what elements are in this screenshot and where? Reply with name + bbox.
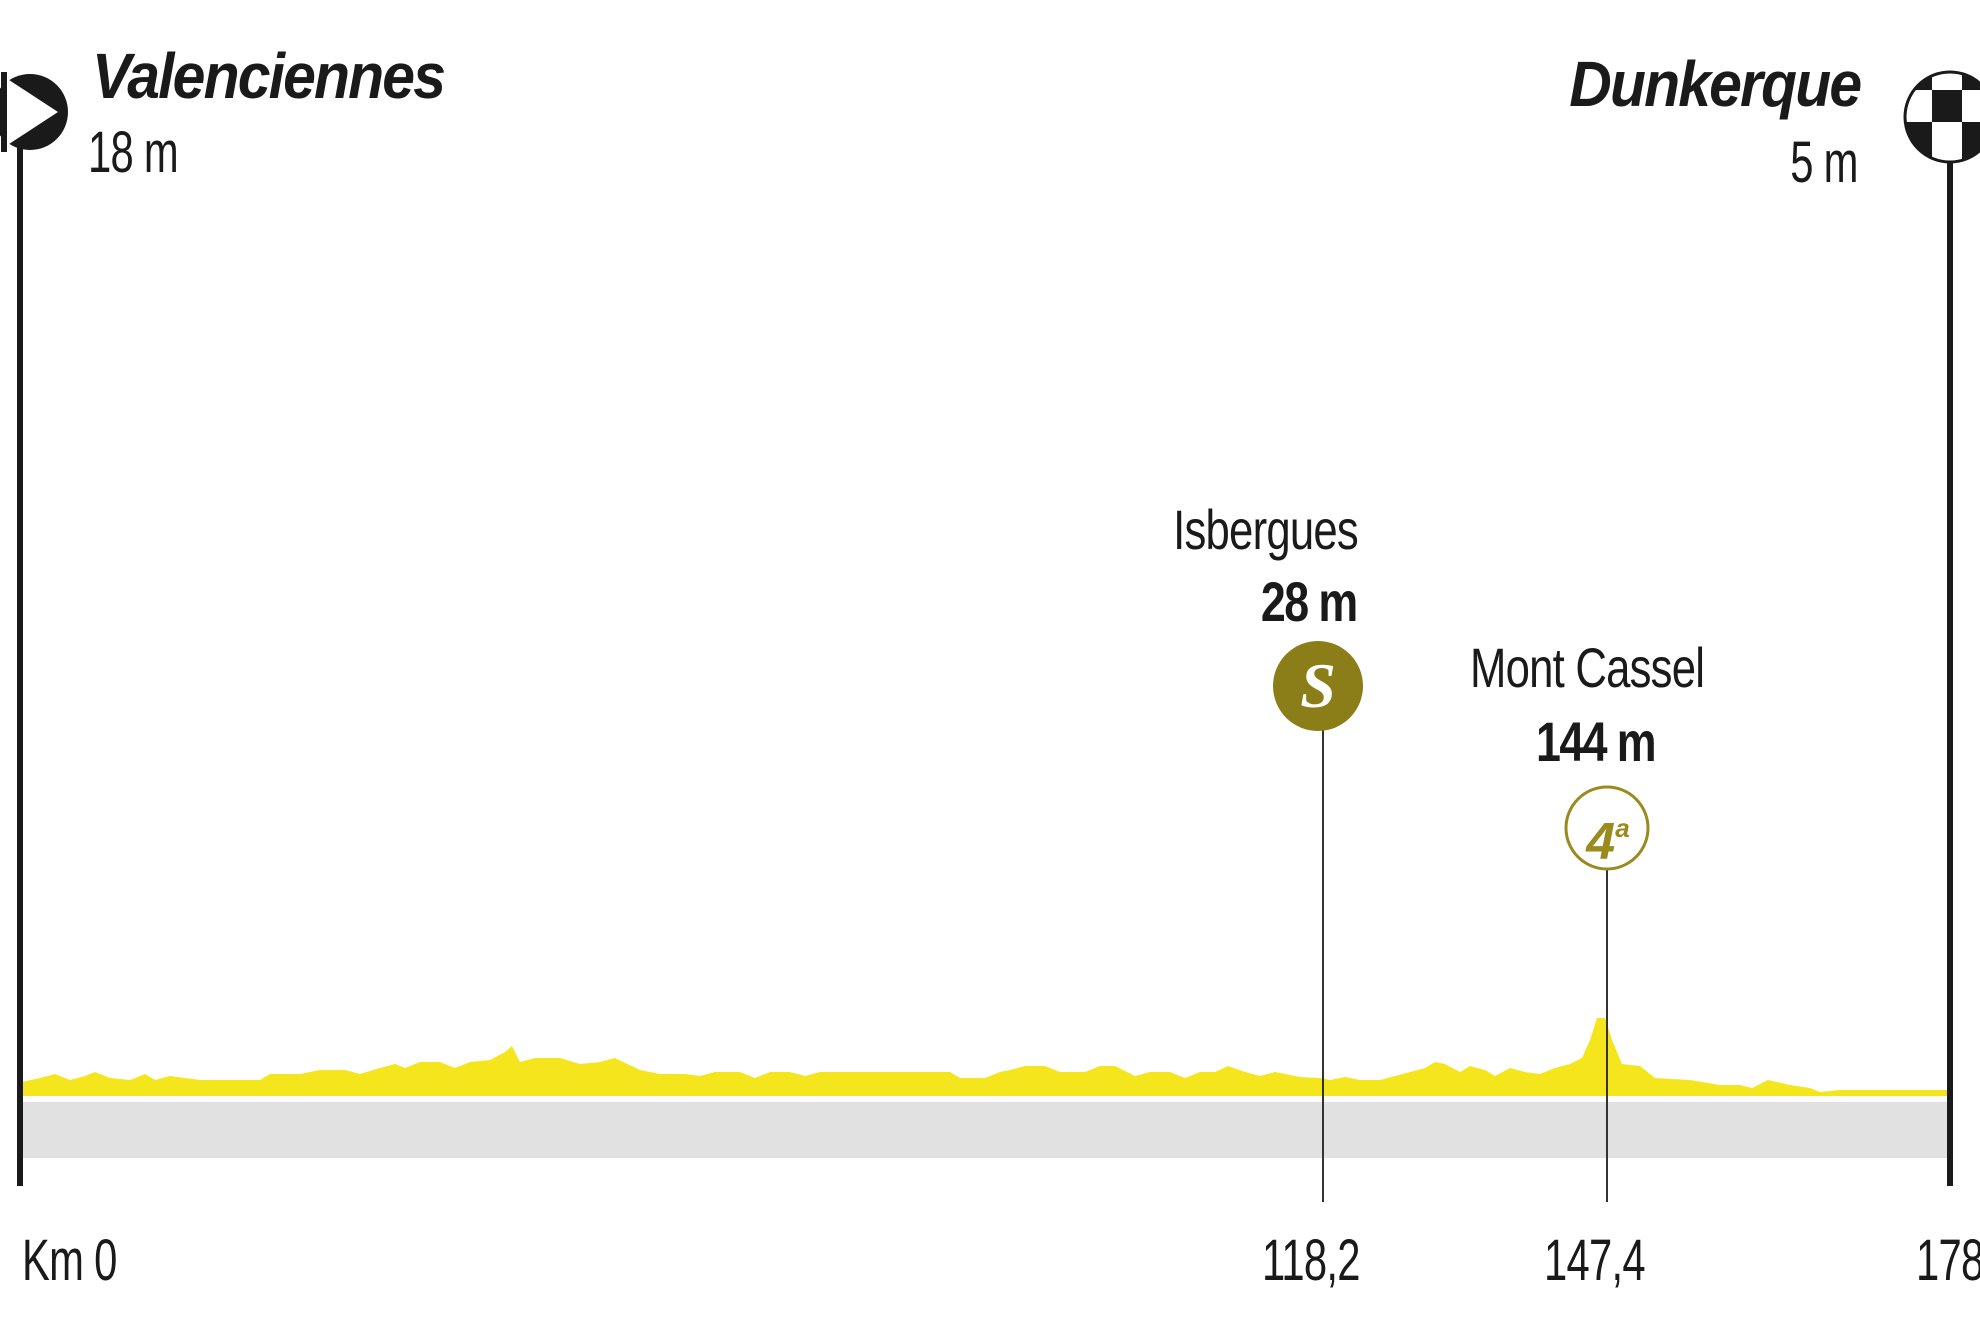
start-altitude: 18 m: [88, 120, 179, 185]
climb-category-number: 4: [1586, 813, 1616, 871]
sprint-altitude: 28 m: [1261, 570, 1358, 633]
start-pole: [17, 100, 23, 1186]
km-label-start: Km 0: [22, 1228, 117, 1293]
base-band: [22, 1102, 1948, 1158]
elevation-profile: [22, 1018, 1948, 1096]
start-flag-icon: [0, 72, 68, 152]
finish-altitude: 5 m: [1790, 130, 1859, 195]
start-city-name: Valenciennes: [92, 40, 446, 112]
climb-category-sup: a: [1615, 813, 1630, 843]
finish-checkered-flag-icon: [1903, 70, 1980, 164]
climb-category-marker-icon: [1564, 785, 1650, 871]
sprint-marker-label: S: [1300, 650, 1336, 721]
sprint-place-name: Isbergues: [1173, 498, 1359, 561]
climb-category-label: 4a: [1578, 800, 1638, 870]
km-label-sprint: 118,2: [1262, 1228, 1361, 1293]
finish-city-name: Dunkerque: [1569, 48, 1862, 120]
climb-altitude: 144 m: [1536, 710, 1657, 773]
climb-pole: [1606, 868, 1608, 1202]
climb-place-name: Mont Cassel: [1470, 636, 1705, 699]
sprint-pole: [1322, 716, 1324, 1202]
km-label-finish: 178: [1916, 1228, 1980, 1293]
sprint-marker-icon: [1273, 641, 1363, 731]
finish-pole: [1947, 120, 1953, 1186]
km-label-climb: 147,4: [1544, 1228, 1646, 1293]
